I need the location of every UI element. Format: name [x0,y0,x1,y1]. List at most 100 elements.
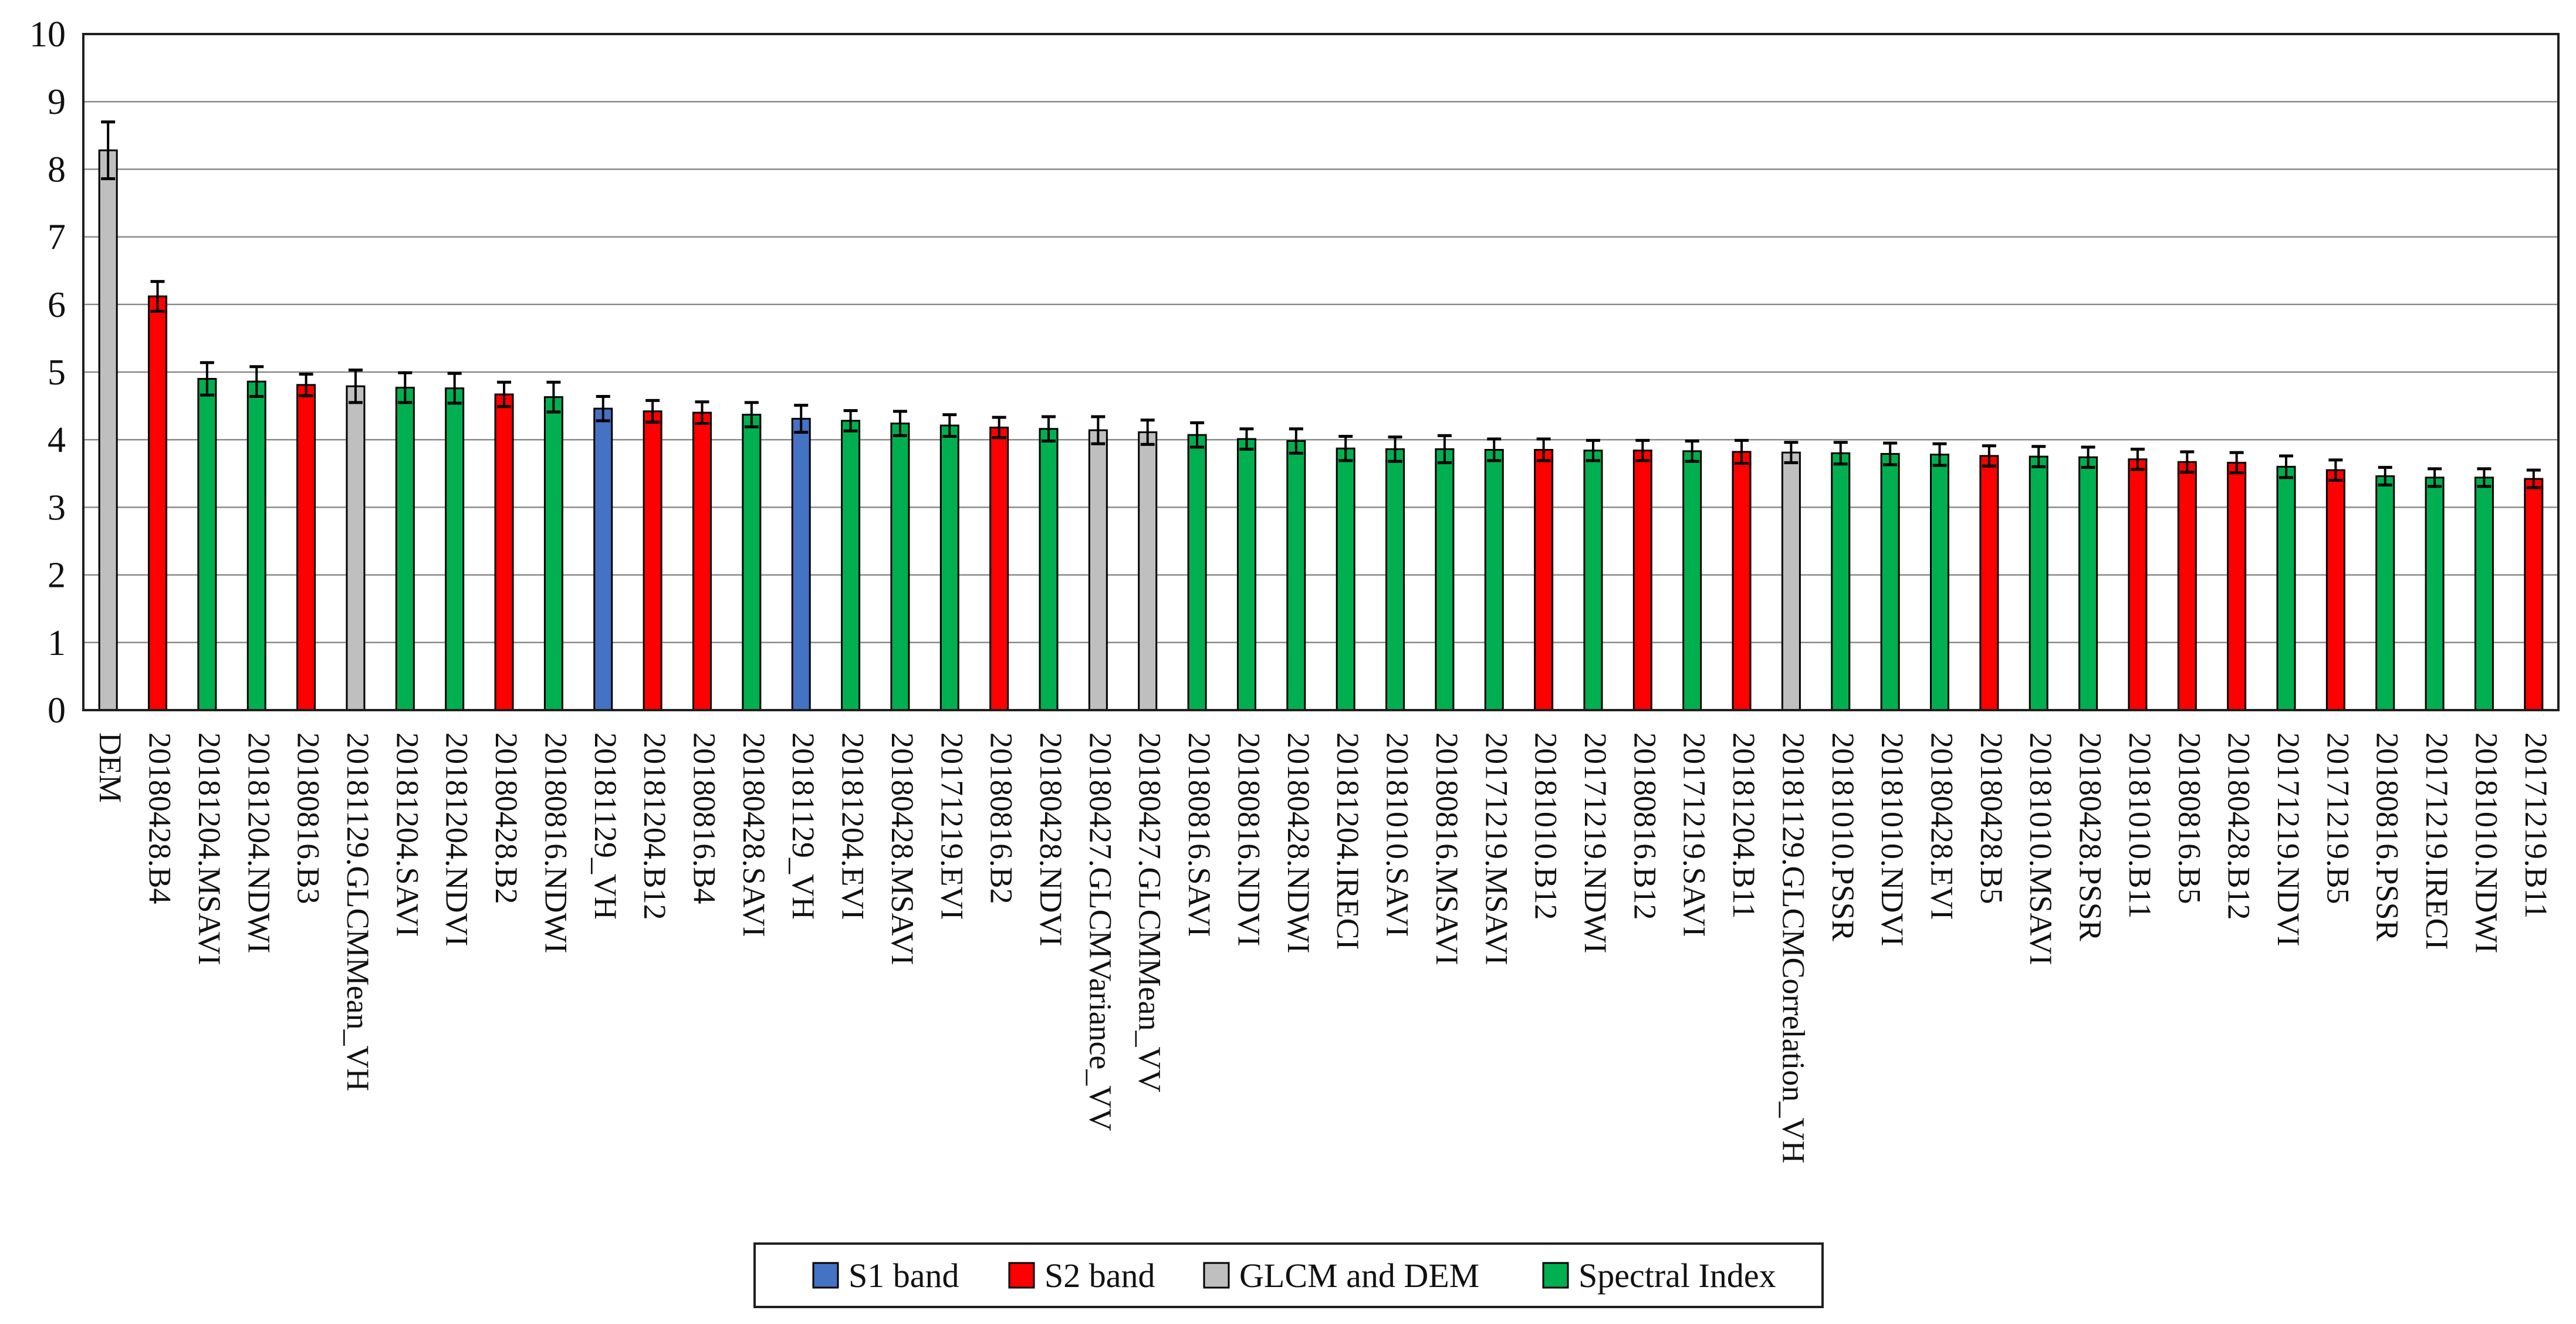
bar [841,420,861,711]
legend-box [753,1242,1824,1308]
bar [1435,448,1455,711]
y-tick-label: 4 [48,420,66,460]
x-tick-label: 20180428.B5 [1974,732,2009,904]
y-tick-label: 5 [48,353,66,393]
x-tick-label: 20180428.EVI [1925,732,1960,920]
x-tick-label: 20180428.MSAVI [885,732,920,965]
x-tick-label: 20181129.GLCMMean_VH [340,732,376,1091]
x-tick-label: 20171219.IRECI [2419,732,2455,950]
x-tick-label: 20181204.NDVI [440,732,475,946]
bar [1632,450,1652,711]
legend-label-spectral: Spectral Index [1578,1257,1776,1295]
x-tick-label: 20180816.B3 [291,732,326,904]
x-tick-label: 20181010.NDWI [2469,732,2504,953]
x-tick-label: 20180816.B5 [2172,732,2207,904]
legend-label-s1: S1 band [848,1257,959,1295]
bar [2524,478,2544,711]
x-tick-label: 20180428.NDVI [1033,732,1069,946]
x-tick-label: 20171219.EVI [934,732,969,920]
legend-label-s2: S2 band [1044,1257,1155,1295]
x-tick-label: 20181010.NDVI [1875,732,1910,946]
x-tick-label: 20181204.MSAVI [192,732,227,965]
bar [2029,455,2048,711]
x-tick-label: 20181010.B11 [2122,732,2158,919]
y-tick-label: 9 [48,82,66,122]
bar [1039,428,1059,711]
bar [2177,461,2197,711]
bar [643,410,662,711]
y-tick-label: 10 [29,15,66,55]
plot-border [82,33,2560,711]
x-tick-label: 20181204.B12 [637,732,672,920]
x-tick-label: 20181010.SAVI [1380,732,1415,937]
bar [2227,461,2247,711]
bar [2078,456,2098,711]
x-tick-label: 20180428.B12 [2222,732,2257,920]
x-tick-label: 20180816.PSSR [2370,732,2405,941]
bar [742,414,762,711]
y-tick-label: 1 [48,623,66,663]
x-tick-label: 20180428.B2 [489,732,524,904]
x-tick-label: 20181204.SAVI [390,732,425,937]
bar [1336,447,1355,711]
bar [1831,452,1851,711]
x-tick-label: 20180427.GLCMVariance_VV [1083,732,1118,1131]
x-tick-label: 20181010.MSAVI [2023,732,2058,965]
bar [296,384,316,711]
legend-swatch-glcm_dem [1203,1262,1230,1289]
legend-swatch-s2 [1008,1262,1035,1289]
bar [989,426,1009,711]
x-tick-label: 20180816.MSAVI [1429,732,1465,965]
x-tick-label: 20181204.B11 [1726,732,1762,919]
x-tick-label: 20180816.B12 [1627,732,1662,920]
bar [1138,431,1158,711]
bar [1781,451,1801,711]
bar [445,387,465,711]
x-tick-label: 20180816.NDVI [1231,732,1266,946]
y-tick-label: 0 [48,691,66,731]
x-tick-label: 20171219.SAVI [1677,732,1712,937]
bar [890,423,910,711]
x-tick-label: 20171219.NDVI [2271,732,2306,946]
bar [1286,440,1306,711]
y-tick-label: 8 [48,150,66,190]
bar [2375,475,2395,711]
x-tick-label: 20181204.EVI [836,732,871,920]
bar [791,417,811,711]
x-tick-label: 20180816.NDWI [538,732,573,953]
legend-swatch-spectral [1542,1262,1569,1289]
x-tick-label: 20181010.B12 [1529,732,1564,920]
x-tick-label: 20181129_VH [786,732,821,920]
bar [1682,450,1702,711]
bar [692,411,712,711]
bar [1088,429,1108,711]
x-tick-label: 20181129.GLCMCorrelation_VH [1776,732,1811,1163]
x-tick-label: 20180427.GLCMMean_VV [1133,732,1168,1092]
x-tick-label: 20171219.NDWI [1578,732,1613,953]
bar [1880,452,1900,711]
bar [346,385,366,711]
y-tick-label: 7 [48,218,66,258]
y-tick-label: 6 [48,285,66,325]
bar [1979,455,1999,711]
x-tick-label: 20181204.NDWI [241,732,276,953]
x-tick-label: 20171219.B11 [2518,732,2554,919]
bar [494,393,514,711]
bar [2425,477,2445,711]
bar [1484,448,1504,711]
bar [1187,434,1207,711]
bar [2276,465,2296,711]
bar [148,295,168,711]
bar [246,380,266,711]
y-tick-label: 3 [48,488,66,528]
x-tick-label: 20180428.SAVI [736,732,772,937]
legend-label-glcm_dem: GLCM and DEM [1239,1257,1479,1295]
bar [197,378,217,711]
bar [593,407,613,711]
bar [1385,448,1405,711]
x-tick-label: 20180816.B2 [984,732,1019,904]
x-tick-label: 20181129_VH [588,732,623,920]
bar [1732,451,1752,711]
